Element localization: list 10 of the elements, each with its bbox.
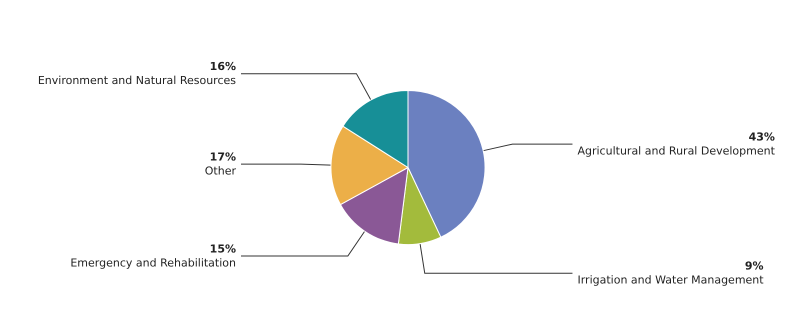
data-label: 17% (210, 150, 236, 164)
data-label: 15% (210, 242, 236, 256)
slice-label: Other (204, 164, 236, 178)
slice-label: Irrigation and Water Management (577, 274, 764, 287)
slice-label: Agricultural and Rural Development (577, 144, 776, 158)
data-label: 9% (744, 260, 764, 273)
slice-label: Emergency and Rehabilitation (70, 256, 236, 270)
data-label: 43% (748, 130, 775, 144)
data-label: 16% (210, 60, 236, 74)
slice-label: Environment and Natural Resources (38, 74, 236, 88)
